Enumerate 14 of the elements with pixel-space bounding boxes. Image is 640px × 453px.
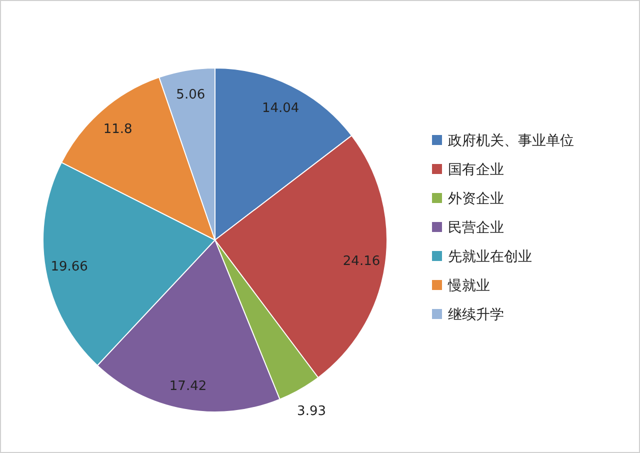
data-label: 3.93 <box>297 404 326 420</box>
data-label: 11.8 <box>103 122 132 138</box>
legend-label: 政府机关、事业单位 <box>448 132 574 149</box>
data-label: 5.06 <box>176 88 206 103</box>
data-label: 14.04 <box>262 100 300 116</box>
legend-label: 国有企业 <box>448 162 504 178</box>
data-label: 24.16 <box>342 254 380 269</box>
legend-label: 先就业在创业 <box>448 248 532 265</box>
data-label: 19.66 <box>50 259 88 274</box>
legend-label: 继续升学 <box>448 306 504 323</box>
legend-label: 外资企业 <box>448 190 504 207</box>
data-label: 17.42 <box>169 378 207 394</box>
legend-label: 民营企业 <box>448 220 504 236</box>
legend-label: 慢就业 <box>447 278 490 294</box>
